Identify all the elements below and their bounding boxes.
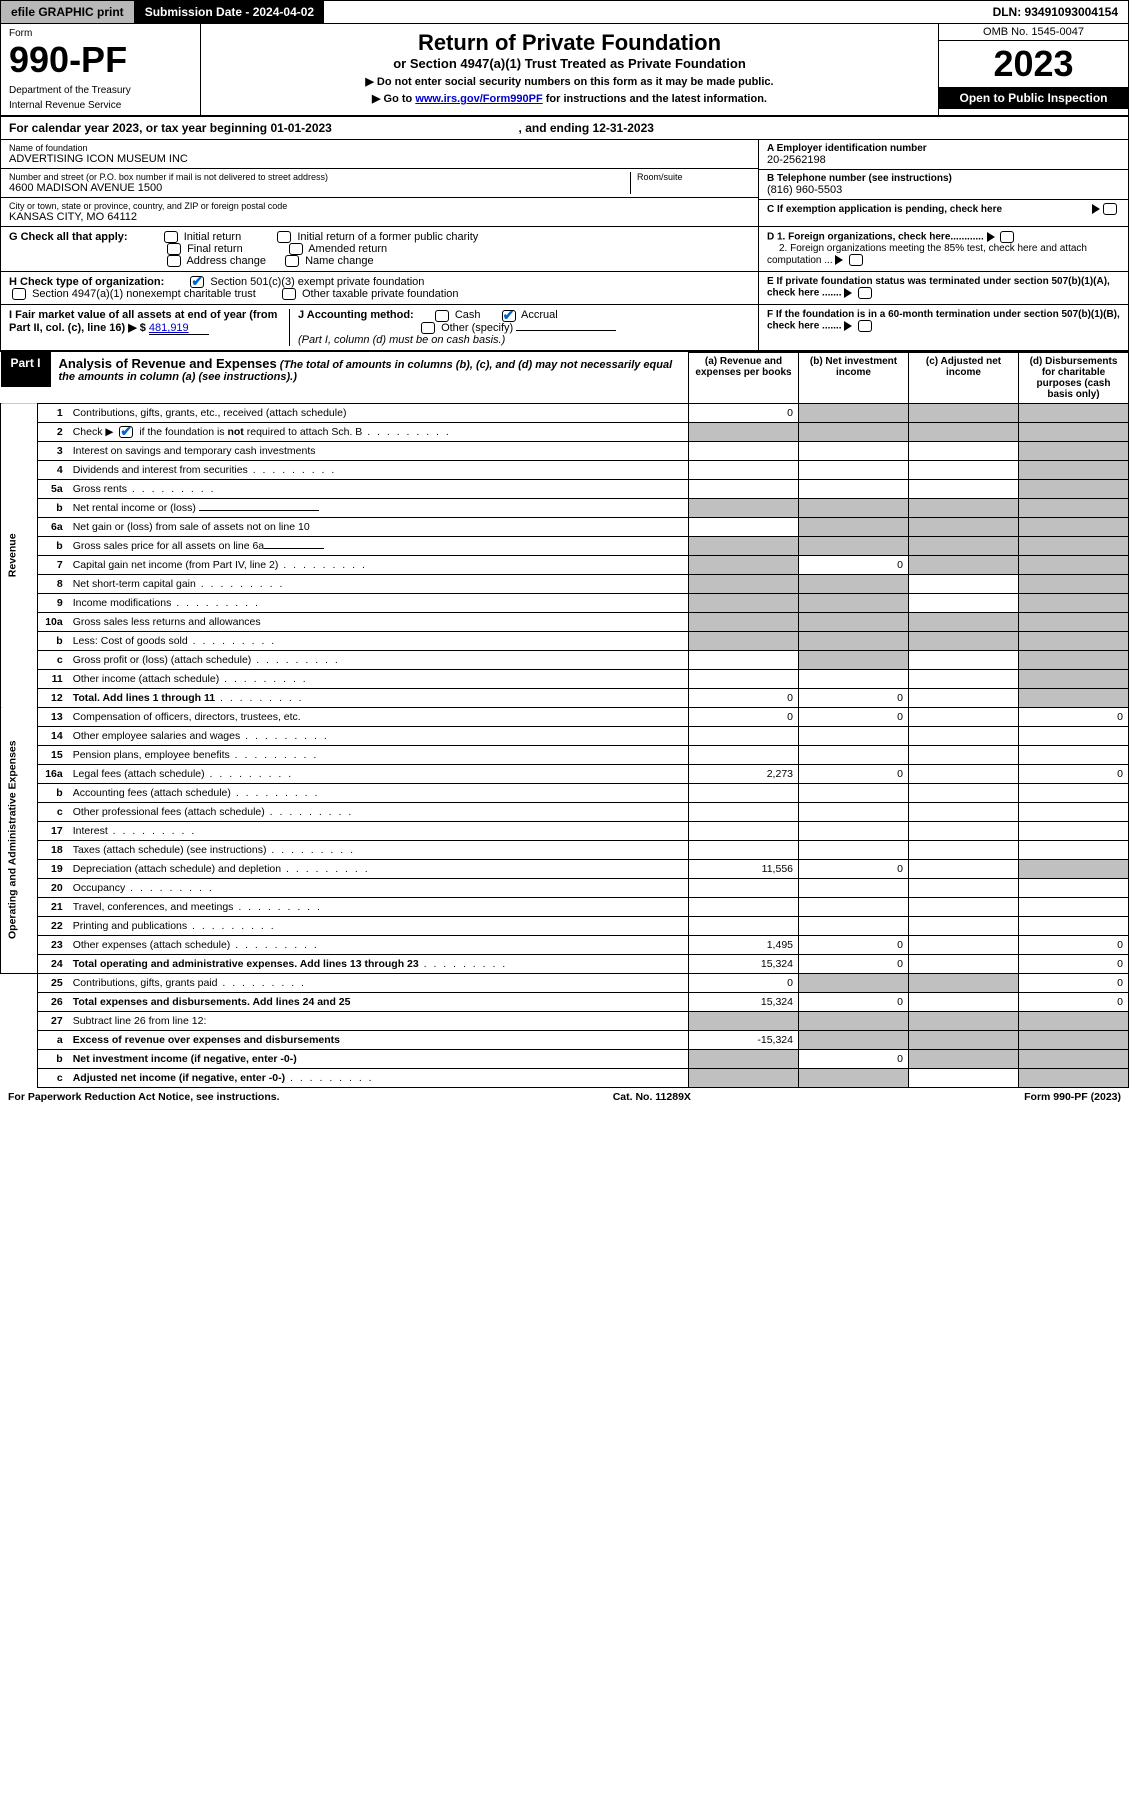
r19-b: 0 (799, 859, 909, 878)
r19-a: 11,556 (689, 859, 799, 878)
foreign-org-checkbox[interactable] (1000, 231, 1014, 243)
ein-label: A Employer identification number (767, 143, 927, 154)
part1-tab: Part I (1, 352, 51, 387)
name-label: Name of foundation (9, 143, 750, 153)
amended-return-checkbox[interactable] (289, 243, 303, 255)
efile-button[interactable]: efile GRAPHIC print (1, 1, 135, 23)
city-label: City or town, state or province, country… (9, 201, 750, 211)
r13-b: 0 (799, 707, 909, 726)
exemption-checkbox[interactable] (1103, 203, 1117, 215)
r13-d: 0 (1019, 707, 1129, 726)
form-id-block: Form 990-PF Department of the Treasury I… (1, 24, 201, 115)
r27a-a: -15,324 (689, 1030, 799, 1049)
r23-b: 0 (799, 935, 909, 954)
name-change-checkbox[interactable] (285, 255, 299, 267)
addr-label: Number and street (or P.O. box number if… (9, 172, 630, 182)
arrow-icon (1092, 204, 1100, 214)
r24-d: 0 (1019, 954, 1129, 973)
arrow-icon (844, 288, 852, 298)
initial-return-checkbox[interactable] (164, 231, 178, 243)
terminated-checkbox[interactable] (858, 287, 872, 299)
r25-a: 0 (689, 973, 799, 992)
expenses-label: Operating and Administrative Expenses (1, 707, 38, 973)
open-inspection: Open to Public Inspection (939, 87, 1128, 109)
dln: DLN: 93491093004154 (983, 1, 1128, 23)
foundation-name: ADVERTISING ICON MUSEUM INC (9, 153, 750, 165)
arrow-icon (987, 232, 995, 242)
part1-table: Part I Analysis of Revenue and Expenses … (0, 352, 1129, 1088)
room-label: Room/suite (637, 172, 750, 182)
initial-former-checkbox[interactable] (277, 231, 291, 243)
note-ssn: ▶ Do not enter social security numbers o… (207, 75, 932, 88)
e-label: E If private foundation status was termi… (767, 276, 1110, 299)
col-c-header: (c) Adjusted net income (909, 352, 1019, 403)
arrow-icon (835, 255, 843, 265)
h-label: H Check type of organization: (9, 276, 164, 288)
r16a-d: 0 (1019, 764, 1129, 783)
r23-a: 1,495 (689, 935, 799, 954)
ein: 20-2562198 (767, 154, 1120, 166)
f-label: F If the foundation is in a 60-month ter… (767, 309, 1120, 332)
irs-label: Internal Revenue Service (9, 100, 192, 111)
final-return-checkbox[interactable] (167, 243, 181, 255)
fmv-value[interactable]: 481,919 (149, 322, 209, 335)
r1-a: 0 (689, 403, 799, 422)
accrual-checkbox[interactable] (502, 310, 516, 322)
r27b-b: 0 (799, 1049, 909, 1068)
4947-checkbox[interactable] (12, 288, 26, 300)
r25-d: 0 (1019, 973, 1129, 992)
r16a-a: 2,273 (689, 764, 799, 783)
form-title: Return of Private Foundation (207, 30, 932, 56)
calendar-year-line: For calendar year 2023, or tax year begi… (0, 117, 1129, 140)
r23-d: 0 (1019, 935, 1129, 954)
irs-link[interactable]: www.irs.gov/Form990PF (415, 93, 542, 105)
r12-a: 0 (689, 688, 799, 707)
city-state-zip: KANSAS CITY, MO 64112 (9, 211, 750, 223)
form-label: Form (9, 28, 192, 39)
foreign-85-checkbox[interactable] (849, 254, 863, 266)
j-label: J Accounting method: (298, 309, 414, 321)
r24-a: 15,324 (689, 954, 799, 973)
r26-a: 15,324 (689, 992, 799, 1011)
schb-checkbox[interactable] (119, 426, 133, 438)
street-address: 4600 MADISON AVENUE 1500 (9, 182, 630, 194)
dept-label: Department of the Treasury (9, 85, 192, 96)
form-subtitle: or Section 4947(a)(1) Trust Treated as P… (207, 56, 932, 71)
omb-number: OMB No. 1545-0047 (939, 24, 1128, 41)
r16a-b: 0 (799, 764, 909, 783)
arrow-icon (844, 321, 852, 331)
g-label: G Check all that apply: (9, 231, 128, 243)
tax-year: 2023 (939, 41, 1128, 87)
form-ref: Form 990-PF (2023) (1024, 1091, 1121, 1103)
address-change-checkbox[interactable] (167, 255, 181, 267)
exemption-label: C If exemption application is pending, c… (767, 204, 1002, 215)
other-method-checkbox[interactable] (421, 322, 435, 334)
i-label: I Fair market value of all assets at end… (9, 309, 277, 334)
col-b-header: (b) Net investment income (799, 352, 909, 403)
other-taxable-checkbox[interactable] (282, 288, 296, 300)
j-note: (Part I, column (d) must be on cash basi… (298, 334, 505, 346)
phone-label: B Telephone number (see instructions) (767, 173, 952, 184)
cat-no: Cat. No. 11289X (613, 1091, 691, 1103)
submission-date: Submission Date - 2024-04-02 (135, 1, 324, 23)
cash-checkbox[interactable] (435, 310, 449, 322)
d1-label: D 1. Foreign organizations, check here..… (767, 232, 984, 243)
form-number: 990-PF (9, 39, 192, 81)
501c3-checkbox[interactable] (190, 276, 204, 288)
r24-b: 0 (799, 954, 909, 973)
r13-a: 0 (689, 707, 799, 726)
revenue-label: Revenue (1, 403, 38, 707)
r26-d: 0 (1019, 992, 1129, 1011)
note-link: ▶ Go to www.irs.gov/Form990PF for instru… (207, 92, 932, 105)
pra-notice: For Paperwork Reduction Act Notice, see … (8, 1091, 280, 1103)
r26-b: 0 (799, 992, 909, 1011)
d2-label: 2. Foreign organizations meeting the 85%… (767, 243, 1087, 266)
60month-checkbox[interactable] (858, 320, 872, 332)
col-d-header: (d) Disbursements for charitable purpose… (1019, 352, 1129, 403)
col-a-header: (a) Revenue and expenses per books (689, 352, 799, 403)
r7-b: 0 (799, 555, 909, 574)
r12-b: 0 (799, 688, 909, 707)
phone: (816) 960-5503 (767, 184, 1120, 196)
